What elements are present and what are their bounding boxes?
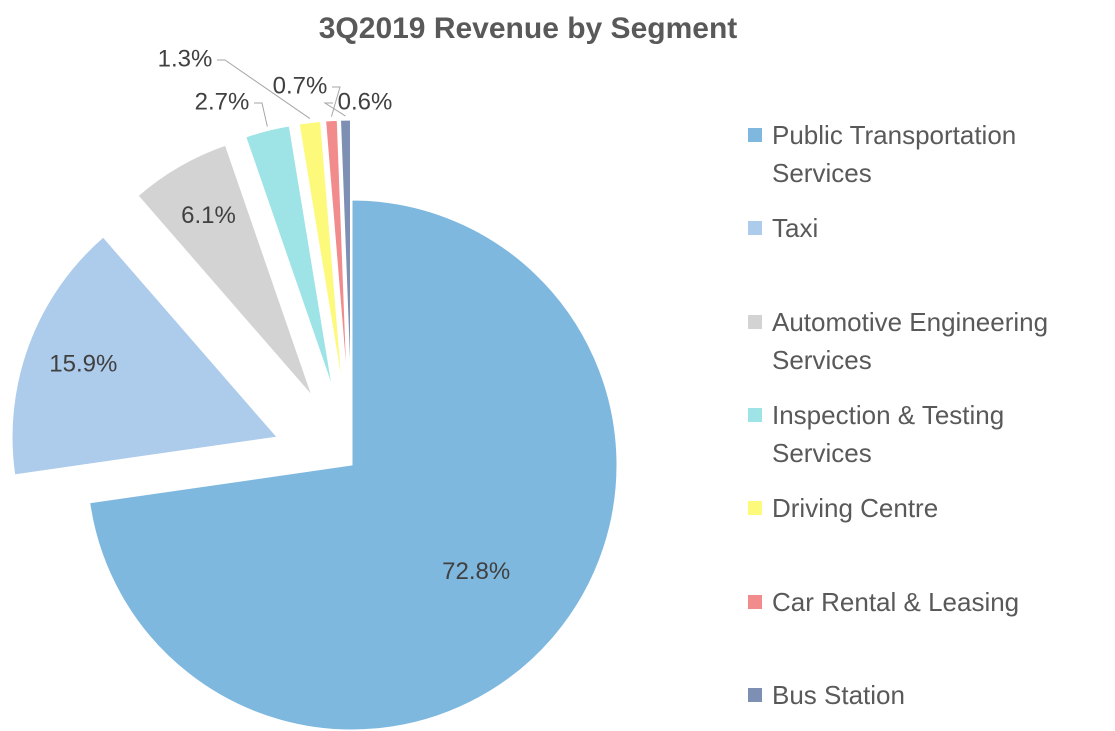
pie-slice — [325, 119, 348, 386]
legend-entry: Driving Centre — [748, 489, 1093, 527]
legend-entry: Automotive Engineering Services — [748, 303, 1093, 379]
leader-line — [330, 86, 341, 117]
pie-slice — [298, 120, 343, 386]
pie-slice — [89, 199, 618, 731]
data-label: 0.7% — [273, 72, 328, 99]
data-label: 0.6% — [338, 88, 393, 115]
data-label: 1.3% — [158, 45, 213, 72]
legend-label: Bus Station — [772, 679, 905, 710]
pie-slice — [11, 236, 279, 476]
legend-swatch — [748, 221, 762, 236]
legend-label: Car Rental & Leasing — [772, 586, 1020, 617]
legend-entry: Inspection & Testing Services — [748, 396, 1093, 472]
legend-swatch — [748, 314, 762, 329]
leader-line — [254, 102, 268, 127]
legend-entry: Bus Station — [748, 676, 1093, 714]
data-label: 72.8% — [442, 558, 510, 585]
legend-swatch — [748, 687, 762, 702]
pie-slice — [339, 119, 351, 386]
legend-entry: Public Transportation Services — [748, 116, 1093, 192]
legend-label: Taxi — [772, 213, 819, 244]
legend-swatch — [748, 594, 762, 609]
legend-swatch — [748, 501, 762, 516]
data-label: 6.1% — [181, 202, 236, 229]
legend-label: Public Transportation Services — [772, 120, 1017, 188]
data-label: 2.7% — [195, 88, 250, 115]
pie-slice — [245, 125, 333, 388]
legend-swatch — [748, 128, 762, 142]
pie-slice — [137, 144, 313, 397]
legend-swatch — [748, 407, 762, 422]
data-label: 15.9% — [49, 350, 117, 377]
legend-entry: Taxi — [748, 209, 1093, 247]
legend-entry: Car Rental & Leasing — [748, 583, 1093, 621]
leader-line — [323, 102, 346, 117]
leader-line — [217, 59, 311, 119]
legend-label: Automotive Engineering Services — [772, 306, 1049, 375]
legend-label: Driving Centre — [772, 493, 939, 524]
chart-title: 3Q2019 Revenue by Segment — [319, 12, 738, 45]
legend-label: Inspection & Testing Services — [772, 399, 1005, 468]
